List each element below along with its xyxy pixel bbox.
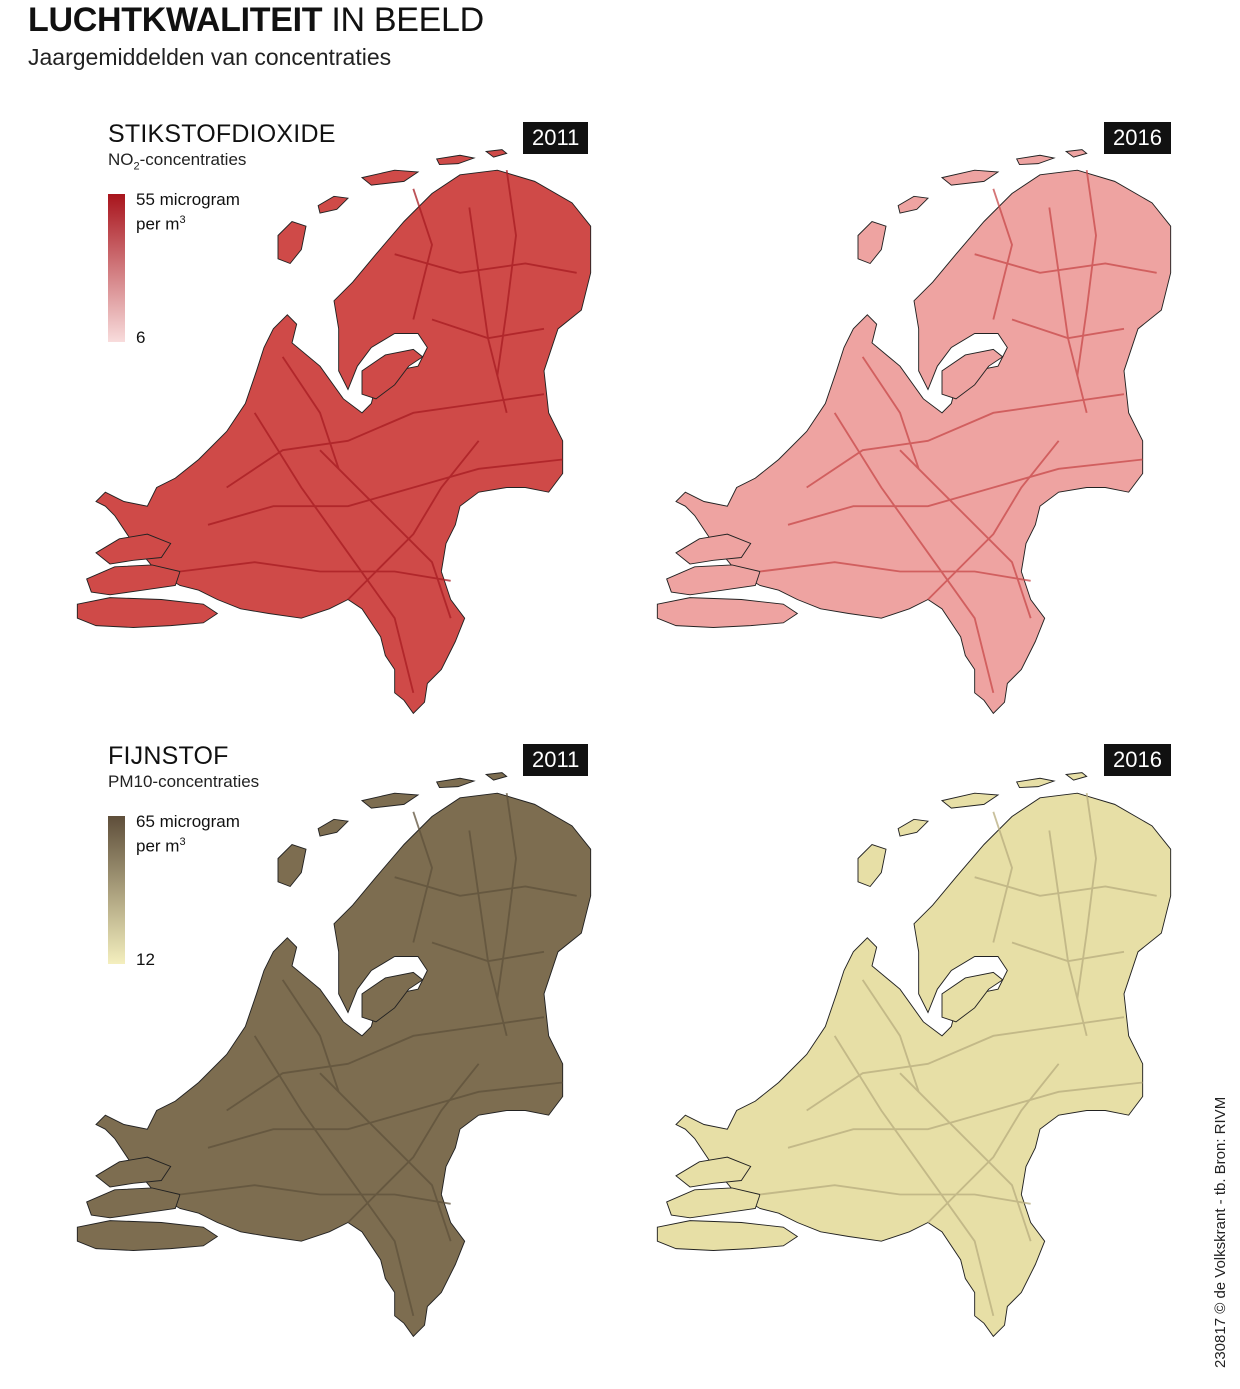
pm10-2011-island-terschelling-region bbox=[361, 792, 419, 809]
pm10-legend-subtitle: PM10-concentraties bbox=[108, 772, 260, 791]
no2-unit-sup: 3 bbox=[179, 214, 186, 226]
pm10-2011-island-texel-region bbox=[277, 844, 307, 887]
page-subtitle: Jaargemiddelden van concentraties bbox=[28, 44, 392, 70]
no2-2016-island-ameland-region bbox=[1016, 154, 1055, 166]
pm10-max-line2: per m bbox=[136, 836, 180, 856]
pm10-2016-island-ameland-region bbox=[1016, 777, 1055, 789]
source-credit: 230817 © de Volkskrant - tb. Bron: RIVM bbox=[1212, 1096, 1229, 1368]
no2-2011-island-ameland-region bbox=[436, 154, 475, 166]
pm10-2011-zeeland3-region bbox=[76, 1220, 218, 1251]
no2-map-2016 bbox=[620, 112, 1180, 737]
pm10-2011-island-vlieland-region bbox=[317, 818, 349, 837]
pm10-2016-island-schier-region bbox=[1065, 772, 1088, 781]
pm10-2011-zeeland2-region bbox=[86, 1187, 181, 1219]
year-badge-no2-2011: 2011 bbox=[523, 122, 589, 154]
no2-2011-island-schier-region bbox=[485, 149, 508, 158]
pm10-2016-zeeland3-region bbox=[656, 1220, 798, 1251]
year-badge-no2-2016: 2016 bbox=[1104, 122, 1171, 154]
no2-2011-island-vlieland-region bbox=[317, 195, 349, 214]
pm10-legend-title: FIJNSTOF bbox=[108, 742, 229, 770]
no2-sub-suffix: -concentraties bbox=[139, 150, 247, 169]
no2-2016-country-shape bbox=[656, 149, 1172, 714]
year-badge-pm10-2016: 2016 bbox=[1104, 744, 1171, 776]
pm10-2016-zeeland2-region bbox=[666, 1187, 761, 1219]
pm10-map-2016 bbox=[620, 735, 1180, 1360]
no2-2016-zeeland2-region bbox=[666, 564, 761, 596]
page-title: LUCHTKWALITEIT IN BEELD bbox=[28, 0, 484, 40]
pm10-max-line1: 65 microgram bbox=[136, 812, 240, 831]
pm10-2016-island-vlieland-region bbox=[897, 818, 929, 837]
no2-legend-subtitle: NO2-concentraties bbox=[108, 150, 246, 172]
pm10-unit-sup: 3 bbox=[179, 836, 186, 848]
title-bold: LUCHTKWALITEIT bbox=[28, 1, 323, 39]
no2-2011-island-texel-region bbox=[277, 221, 307, 264]
no2-legend-max: 55 microgram per m3 bbox=[136, 190, 240, 235]
pm10-legend-min: 12 bbox=[136, 950, 155, 969]
no2-sub-subscript: 2 bbox=[133, 160, 140, 173]
no2-2016-island-terschelling-region bbox=[941, 169, 999, 186]
no2-2016-island-texel-region bbox=[857, 221, 887, 264]
pm10-legend-max: 65 microgram per m3 bbox=[136, 812, 240, 857]
no2-2011-zeeland2-region bbox=[86, 564, 181, 596]
pm10-2016-island-terschelling-region bbox=[941, 792, 999, 809]
no2-color-scale-bar bbox=[108, 194, 125, 342]
pm10-2011-island-schier-region bbox=[485, 772, 508, 781]
no2-2011-zeeland3-region bbox=[76, 597, 218, 628]
pm10-2016-country-shape bbox=[656, 772, 1172, 1337]
no2-2016-island-schier-region bbox=[1065, 149, 1088, 158]
pm10-2016-island-texel-region bbox=[857, 844, 887, 887]
no2-2011-island-terschelling-region bbox=[361, 169, 419, 186]
no2-sub-prefix: NO bbox=[108, 150, 134, 169]
no2-legend-title: STIKSTOFDIOXIDE bbox=[108, 120, 336, 148]
pm10-color-scale-bar bbox=[108, 816, 125, 964]
pm10-2011-island-ameland-region bbox=[436, 777, 475, 789]
no2-2016-island-vlieland-region bbox=[897, 195, 929, 214]
no2-max-line2: per m bbox=[136, 214, 180, 234]
year-badge-pm10-2011: 2011 bbox=[523, 744, 589, 776]
no2-max-line1: 55 microgram bbox=[136, 190, 240, 209]
no2-legend-min: 6 bbox=[136, 328, 146, 347]
no2-2016-zeeland3-region bbox=[656, 597, 798, 628]
title-light: IN BEELD bbox=[331, 1, 484, 39]
